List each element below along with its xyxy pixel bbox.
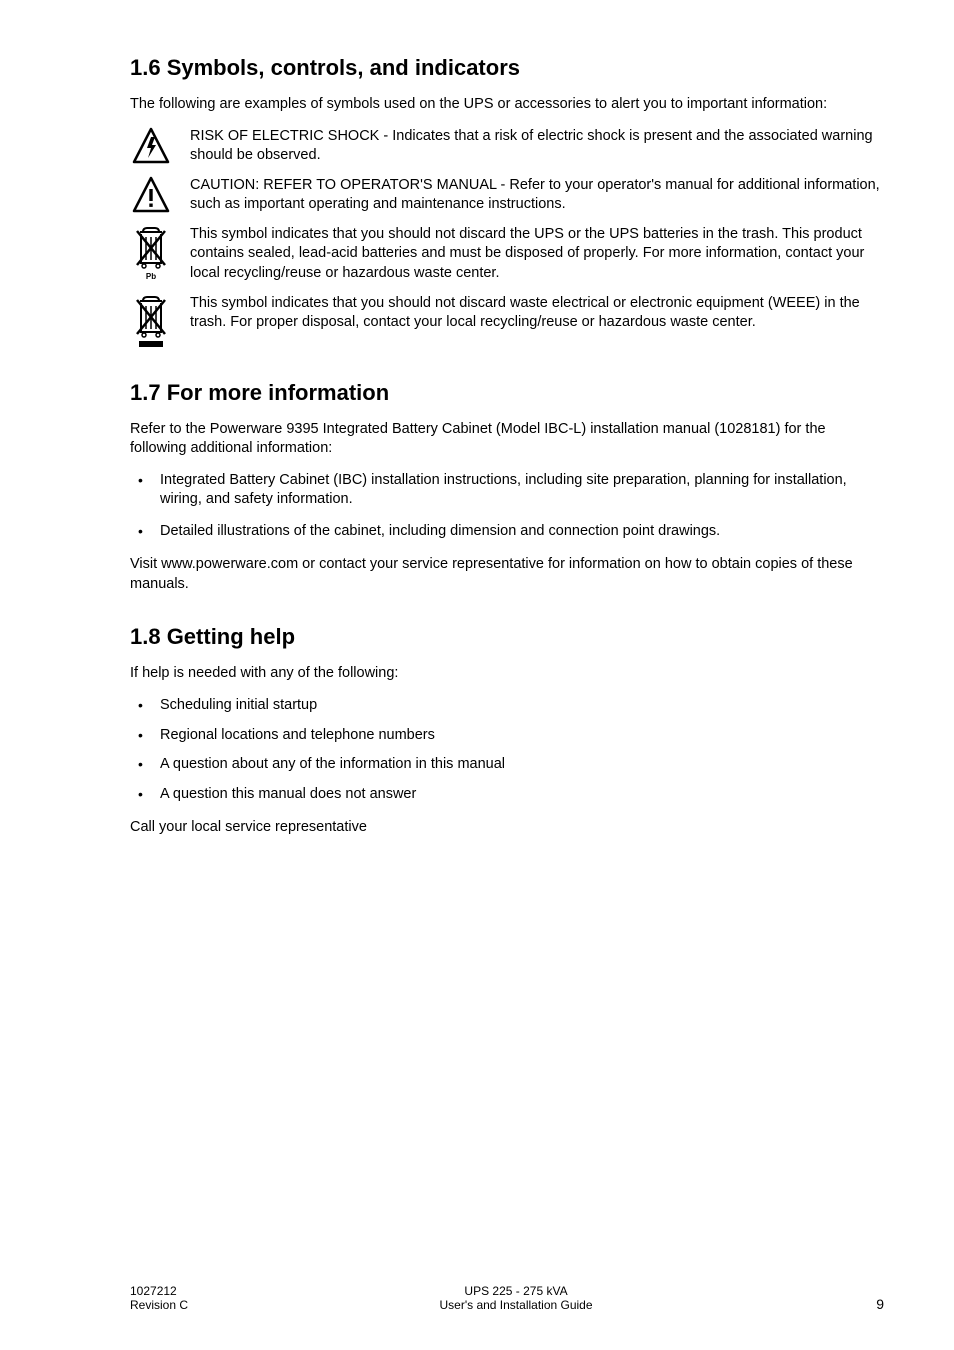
doc-revision: Revision C [130,1298,188,1312]
section-1-7-outro: Visit www.powerware.com or contact your … [130,555,884,594]
doc-number: 1027212 [130,1284,188,1298]
list-item: A question this manual does not answer [130,785,884,805]
symbol-shock-text: RISK OF ELECTRIC SHOCK - Indicates that … [190,127,884,166]
doc-title-line2: User's and Installation Guide [188,1298,844,1312]
footer-left: 1027212 Revision C [130,1284,188,1312]
section-1-7-title: 1.7 For more information [130,380,884,406]
page-number: 9 [844,1296,884,1312]
section-1-7-intro: Refer to the Powerware 9395 Integrated B… [130,420,884,459]
list-item: A question about any of the information … [130,755,884,775]
electric-shock-icon [130,127,172,165]
section-1-6-title: 1.6 Symbols, controls, and indicators [130,55,884,81]
section-1-8-outro: Call your local service representative [130,818,884,838]
list-item: Integrated Battery Cabinet (IBC) install… [130,471,884,510]
symbol-weee-text: This symbol indicates that you should no… [190,294,884,333]
caution-manual-icon [130,176,172,214]
doc-title-line1: UPS 225 - 275 kVA [188,1284,844,1298]
page-footer: 1027212 Revision C UPS 225 - 275 kVA Use… [130,1284,884,1312]
section-1-7-bullets: Integrated Battery Cabinet (IBC) install… [130,471,884,542]
section-1-8-title: 1.8 Getting help [130,624,884,650]
footer-center: UPS 225 - 275 kVA User's and Installatio… [188,1284,844,1312]
symbol-row-battery-disposal: Pb This symbol indicates that you should… [130,225,884,284]
symbol-row-weee: This symbol indicates that you should no… [130,294,884,350]
battery-no-trash-icon: Pb [130,225,172,281]
list-item: Detailed illustrations of the cabinet, i… [130,522,884,542]
svg-text:Pb: Pb [146,272,156,281]
symbol-caution-text: CAUTION: REFER TO OPERATOR'S MANUAL - Re… [190,176,884,215]
section-1-8-bullets: Scheduling initial startup Regional loca… [130,696,884,804]
symbol-row-shock: RISK OF ELECTRIC SHOCK - Indicates that … [130,127,884,166]
symbol-battery-text: This symbol indicates that you should no… [190,225,884,284]
section-1-6-intro: The following are examples of symbols us… [130,95,884,115]
symbol-row-caution: CAUTION: REFER TO OPERATOR'S MANUAL - Re… [130,176,884,215]
weee-no-trash-icon [130,294,172,350]
list-item: Scheduling initial startup [130,696,884,716]
list-item: Regional locations and telephone numbers [130,726,884,746]
section-1-8-intro: If help is needed with any of the follow… [130,664,884,684]
